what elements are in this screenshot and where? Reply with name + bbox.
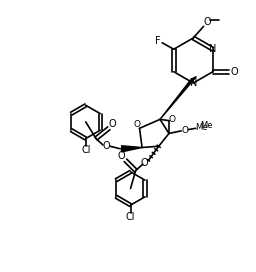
Polygon shape [160,77,196,119]
Text: O: O [109,119,116,129]
Text: O: O [230,67,238,77]
Text: N: N [209,44,217,54]
Text: O: O [133,120,141,129]
Text: Me: Me [195,123,207,132]
Text: Me: Me [201,121,213,130]
Text: N: N [190,78,197,88]
Text: O: O [102,141,110,151]
Text: Cl: Cl [81,145,91,155]
Text: O: O [204,17,211,27]
Text: F: F [155,36,161,46]
Text: O: O [118,152,125,162]
Polygon shape [122,146,142,152]
Text: O: O [141,158,148,168]
Text: O: O [168,115,175,124]
Text: Cl: Cl [126,212,135,222]
Text: O: O [182,126,189,135]
